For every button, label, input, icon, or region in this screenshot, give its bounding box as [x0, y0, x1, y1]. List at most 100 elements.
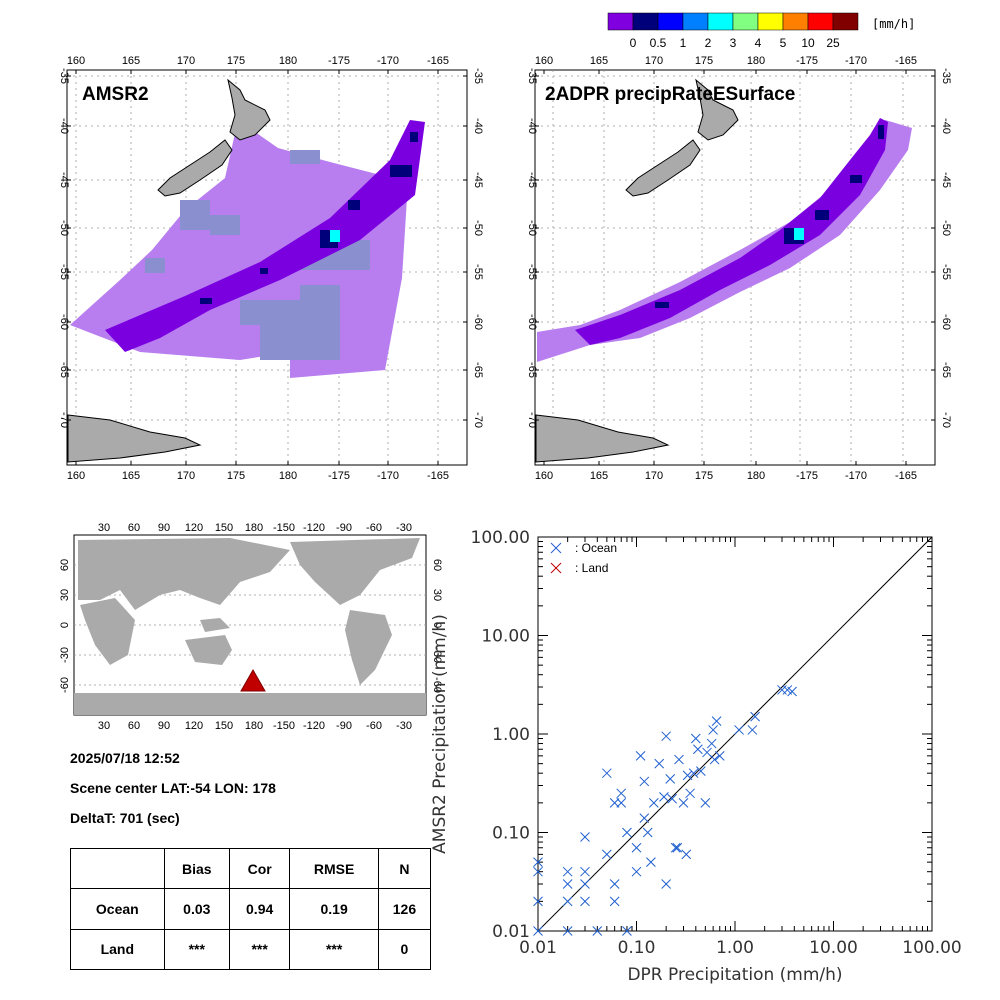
world-lon-label: 120 [185, 720, 203, 732]
scatter-point [672, 842, 683, 853]
lon-tick-label: 180 [279, 470, 297, 482]
world-lat-label: 0 [431, 622, 443, 628]
stats-cell: 0.19 [289, 888, 379, 930]
scatter-point [646, 857, 656, 868]
scatter-point [708, 725, 719, 735]
dpr-antarctica [535, 414, 670, 463]
colorbar-tick-label: 1 [680, 36, 687, 50]
scatter-point [562, 866, 573, 877]
colorbar-tick-label: 0 [630, 36, 637, 50]
world-lat-label: 60 [431, 559, 443, 571]
scatter-point [622, 827, 632, 838]
x-tick-label: 0.01 [519, 938, 557, 958]
scatter-point [709, 754, 720, 765]
stats-header-cell: RMSE [289, 847, 379, 890]
world-lon-label: -90 [336, 522, 352, 534]
colorbar-tick-label: 10 [801, 36, 815, 50]
australia [185, 635, 232, 665]
colorbar-swatch [832, 12, 859, 31]
lon-tick-label: 175 [695, 55, 713, 67]
legend-land-cross [550, 562, 562, 574]
lon-tick-label: 165 [590, 470, 608, 482]
lon-tick-label: 175 [227, 55, 245, 67]
colorbar-tick-label: 0.5 [650, 36, 667, 50]
stats-table: Bias Cor RMSE N Ocean 0.03 0.94 0.19 126… [70, 847, 432, 971]
south-america [345, 610, 392, 685]
scatter-point [685, 788, 695, 799]
scatter-point [667, 793, 677, 804]
colorbar-tick-label: 2 [705, 36, 712, 50]
world-lon-label: 150 [215, 522, 233, 534]
amsr2-south-island [157, 139, 233, 197]
world-lat-label: -30 [431, 647, 443, 663]
amsr2-axis-labels: 160 160 165 165 170 170 175 175 180 180 -175 -175 -1… [58, 55, 484, 482]
amsr2-title: AMSR2 [82, 84, 149, 105]
world-lon-label: -30 [396, 522, 412, 534]
stats-row-land: Land *** *** *** 0 [70, 928, 432, 971]
scatter-point [562, 896, 573, 907]
lat-tick-label: -65 [472, 362, 484, 378]
scatter-point [702, 747, 712, 758]
stats-cell: 126 [377, 888, 432, 930]
lon-tick-label: 170 [177, 470, 195, 482]
lon-tick-label: 165 [122, 55, 140, 67]
legend-land-label: : Land [575, 561, 608, 575]
lat-tick-label: -35 [58, 68, 70, 84]
lon-tick-label: -165 [895, 55, 917, 67]
stats-cell: 0.94 [228, 888, 291, 930]
stats-cell: *** [228, 928, 291, 971]
x-tick-label: 1.00 [716, 938, 754, 958]
dpr-map-panel: 2ADPR precipRateESurface 160 160 165 165 170… [526, 55, 952, 482]
scatter-point [734, 725, 744, 735]
world-lon-label: 30 [98, 522, 110, 534]
lat-tick-label: -70 [58, 412, 70, 428]
scatter-point [601, 768, 612, 779]
scatter-point [609, 879, 620, 889]
lon-tick-label: -165 [427, 55, 449, 67]
scatter-point [580, 879, 590, 889]
world-lat-label: 30 [431, 589, 443, 601]
amsr2-north-island [227, 78, 271, 141]
lon-tick-label: 160 [67, 55, 85, 67]
scatter-point [639, 813, 650, 823]
lon-tick-label: -175 [328, 470, 350, 482]
amsr2-precip-band [105, 120, 425, 352]
scatter-point [688, 768, 699, 779]
lat-tick-label: -45 [58, 172, 70, 188]
legend-ocean-label: : Ocean [575, 541, 617, 555]
dpr-south-island [625, 139, 701, 197]
lon-tick-label: 165 [122, 470, 140, 482]
scatter-points [533, 685, 797, 936]
stats-header-cell: Cor [228, 847, 291, 890]
lon-tick-label: -170 [377, 470, 399, 482]
world-lon-label: 60 [128, 522, 140, 534]
amsr2-land [67, 78, 271, 463]
amsr2-map-panel: AMSR2 160 160 165 165 170 170 175 175 180 180 -175… [58, 55, 484, 482]
lat-tick-label: -45 [940, 172, 952, 188]
scatter-point [635, 750, 646, 761]
stats-cell: Ocean [70, 888, 165, 930]
lat-tick-label: -55 [58, 264, 70, 280]
world-lat-label: 30 [59, 589, 71, 601]
lat-tick-label: -70 [472, 412, 484, 428]
lon-tick-label: -170 [377, 55, 399, 67]
delta-t: DeltaT: 701 (sec) [70, 810, 180, 826]
scatter-point [678, 797, 689, 808]
world-lon-label: 180 [245, 522, 263, 534]
scatter-point [580, 896, 590, 907]
y-tick-label: 0.10 [492, 824, 530, 844]
world-lat-label: 0 [59, 622, 71, 628]
scatter-point [592, 926, 603, 936]
scatter-point [777, 685, 787, 695]
scatter-ticks: 0.010.010.100.101.001.0010.0010.00100.00… [471, 528, 962, 958]
colorbar-tick-label: 4 [755, 36, 762, 50]
lon-tick-label: -175 [328, 55, 350, 67]
scatter-point [665, 774, 676, 784]
lat-tick-label: -65 [940, 362, 952, 378]
lon-tick-label: 170 [177, 55, 195, 67]
stats-cell: Land [70, 928, 165, 971]
stats-cell: 0.03 [163, 888, 230, 930]
world-lon-label: -150 [273, 720, 295, 732]
stats-cell: *** [289, 928, 379, 971]
world-lon-label: -30 [396, 720, 412, 732]
